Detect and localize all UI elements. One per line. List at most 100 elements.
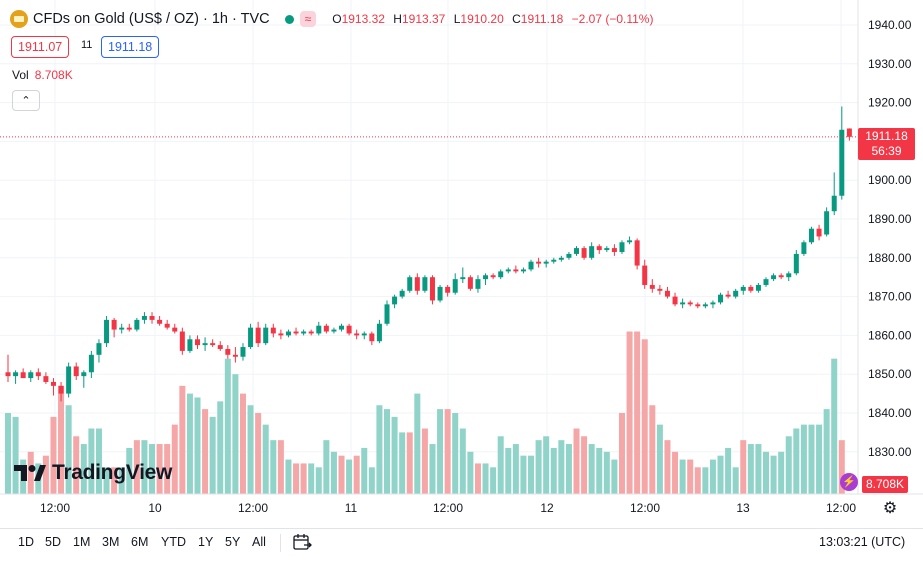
- candle: [649, 279, 655, 293]
- range-all[interactable]: All: [252, 535, 266, 549]
- candle: [285, 329, 291, 338]
- lightning-icon[interactable]: ⚡: [840, 473, 858, 491]
- candle: [475, 275, 481, 293]
- candle-body: [581, 248, 587, 258]
- gear-icon[interactable]: ⚙: [882, 500, 898, 517]
- candle-body: [339, 325, 345, 330]
- candle-body: [111, 319, 117, 330]
- volume-bar: [217, 401, 224, 494]
- range-3m[interactable]: 3M: [102, 535, 120, 549]
- candle: [232, 347, 238, 363]
- candle-body: [619, 242, 625, 252]
- candle-body: [202, 343, 208, 346]
- candle: [718, 292, 724, 305]
- candle-body: [248, 327, 254, 348]
- candle-body: [301, 331, 307, 334]
- range-1m[interactable]: 1M: [73, 535, 91, 549]
- low-value: 1910.20: [460, 12, 504, 26]
- volume-bar: [656, 424, 663, 494]
- candle-body: [278, 333, 284, 336]
- candle-body: [695, 304, 701, 307]
- candle: [270, 323, 276, 338]
- candle: [369, 331, 375, 346]
- range-5y[interactable]: 5Y: [225, 535, 241, 549]
- toolbar-divider: [280, 534, 281, 552]
- candle-body: [536, 261, 542, 264]
- candle: [513, 265, 519, 274]
- candle: [96, 339, 102, 363]
- candle-body: [824, 211, 830, 235]
- candle-body: [452, 279, 458, 293]
- candle: [407, 275, 413, 293]
- time-tick: 11: [345, 501, 358, 515]
- symbol-title[interactable]: CFDs on Gold (US$ / OZ) · 1h · TVC: [33, 11, 270, 27]
- volume-bar: [732, 467, 739, 494]
- candle-body: [702, 304, 708, 307]
- volume-bar: [505, 447, 512, 494]
- candle-body: [611, 248, 617, 252]
- candle: [604, 246, 610, 252]
- volume-bar: [194, 397, 201, 494]
- candle-body: [634, 240, 640, 266]
- volume-bar: [346, 459, 353, 494]
- candle-body: [361, 333, 367, 336]
- candle-body: [574, 248, 579, 254]
- volume-bar: [823, 409, 830, 494]
- buy-button[interactable]: 1911.18: [101, 36, 160, 58]
- volume-bar: [467, 451, 474, 494]
- candle-body: [566, 253, 572, 258]
- volume-bar: [414, 393, 421, 494]
- candle: [551, 257, 557, 264]
- candle: [376, 319, 382, 344]
- candle-body: [66, 366, 72, 394]
- candle-body: [399, 290, 405, 297]
- sell-button[interactable]: 1911.07: [11, 36, 70, 58]
- volume-bar: [831, 358, 838, 494]
- volume-bar: [126, 447, 133, 494]
- candle: [543, 259, 549, 268]
- candle: [119, 323, 125, 334]
- candle: [831, 172, 837, 216]
- candle: [445, 284, 451, 297]
- candle-body: [88, 354, 94, 373]
- open-label: O: [332, 12, 342, 26]
- candle-body: [323, 325, 329, 332]
- candle-body: [414, 277, 420, 291]
- candle: [134, 317, 140, 332]
- calendar-range-icon[interactable]: [292, 532, 312, 552]
- waves-icon[interactable]: ≈: [299, 11, 317, 27]
- volume-bar: [717, 455, 724, 494]
- volume-bar: [611, 459, 618, 494]
- volume-bar: [520, 455, 527, 494]
- candle-body: [627, 240, 633, 243]
- volume-bar: [747, 444, 754, 494]
- range-5d[interactable]: 5D: [45, 535, 61, 549]
- price-axis: 1940.001930.001920.001910.001900.001890.…: [868, 18, 912, 459]
- candle: [187, 335, 193, 353]
- brand-name: TradingView: [52, 461, 173, 484]
- range-1y[interactable]: 1Y: [198, 535, 214, 549]
- candle: [293, 327, 299, 336]
- candle: [179, 327, 185, 355]
- candle: [687, 300, 693, 307]
- utc-clock[interactable]: 13:03:21 (UTC): [819, 535, 906, 549]
- time-tick: 12:00: [40, 501, 70, 515]
- candle-body: [793, 253, 799, 274]
- volume-bar: [255, 413, 262, 494]
- candle: [581, 246, 587, 260]
- candle: [5, 354, 11, 382]
- gold-icon: [10, 10, 28, 28]
- candle-body: [50, 381, 56, 386]
- candle: [301, 329, 307, 336]
- range-6m[interactable]: 6M: [131, 535, 149, 549]
- volume-bar: [88, 428, 95, 494]
- candle: [225, 345, 231, 359]
- candle: [323, 323, 329, 334]
- high-label: H: [393, 12, 402, 26]
- candle-body: [467, 277, 473, 289]
- collapse-button[interactable]: ⌃: [12, 90, 40, 111]
- range-1d[interactable]: 1D: [18, 535, 34, 549]
- candle: [558, 255, 564, 262]
- range-ytd[interactable]: YTD: [161, 535, 186, 549]
